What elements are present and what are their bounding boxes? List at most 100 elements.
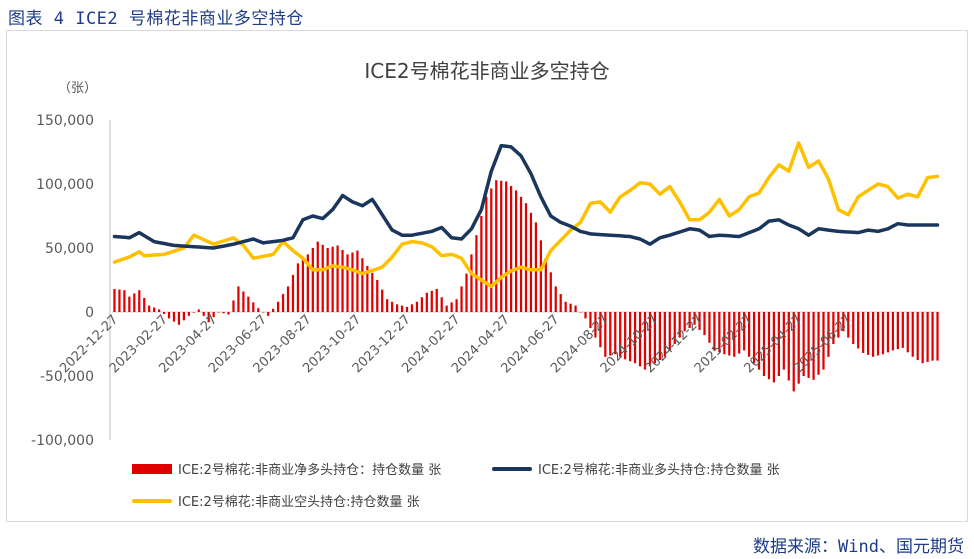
net-bar	[559, 294, 562, 312]
net-bar	[336, 245, 339, 312]
net-bar	[713, 312, 716, 351]
net-bar	[291, 274, 295, 312]
net-bar	[276, 301, 280, 312]
net-bar	[272, 308, 275, 312]
net-bar	[777, 312, 780, 376]
net-bar	[866, 312, 870, 355]
net-bar	[435, 288, 438, 312]
net-bar	[510, 185, 513, 312]
net-bar	[400, 305, 404, 312]
net-bar	[356, 250, 359, 312]
net-bar	[589, 312, 592, 328]
net-bar	[619, 312, 622, 357]
net-bar	[500, 180, 503, 312]
net-bar	[415, 301, 419, 312]
net-bar	[395, 304, 399, 312]
net-bar	[797, 312, 800, 384]
net-bar	[286, 286, 290, 312]
net-bar	[629, 312, 632, 362]
net-bar	[514, 190, 518, 312]
net-bar	[802, 312, 805, 376]
net-bar	[143, 297, 146, 312]
net-bar	[197, 309, 200, 312]
legend-swatch-net	[132, 463, 172, 474]
net-bar	[633, 312, 637, 364]
net-bar	[529, 212, 533, 312]
net-bar	[653, 312, 657, 364]
net-bar	[787, 312, 790, 381]
net-bar	[222, 312, 225, 314]
x-axis: 2022-12-272023-02-272023-04-272023-06-27…	[57, 312, 855, 376]
y-tick-label: 0	[85, 305, 94, 321]
net-bar	[157, 309, 161, 312]
net-bar	[534, 222, 538, 312]
net-bar	[733, 312, 736, 357]
net-bar	[306, 254, 309, 312]
legend-label-net: ICE:2号棉花:非商业净多头持仓：持仓数量 张	[178, 463, 442, 478]
net-bar	[247, 296, 250, 312]
net-bar	[440, 297, 443, 312]
long-position-line	[112, 143, 940, 250]
net-bar	[505, 181, 508, 312]
legend-item-net: ICE:2号棉花:非商业净多头持仓：持仓数量 张	[132, 459, 441, 478]
net-bar	[524, 203, 528, 312]
net-bar	[772, 312, 776, 383]
net-bar	[752, 312, 756, 364]
net-bar	[470, 254, 473, 312]
net-bar	[331, 246, 334, 312]
net-bar	[321, 244, 324, 312]
net-bar	[153, 307, 156, 312]
net-bar	[862, 312, 865, 353]
net-bar	[728, 312, 731, 356]
series-lines	[112, 141, 940, 289]
net-bar	[237, 286, 240, 312]
net-bar	[574, 305, 577, 312]
legend-item-long: ICE:2号棉花:非商业多头持仓:持仓数量 张	[492, 459, 780, 478]
legend-item-short: ICE:2号棉花:非商业空头持仓:持仓数量 张	[132, 491, 420, 510]
net-bar	[162, 312, 166, 314]
y-tick-label: -100,000	[31, 433, 94, 449]
net-bar	[341, 249, 344, 312]
net-bar	[262, 312, 265, 313]
net-bar	[609, 312, 612, 356]
net-bar	[738, 312, 741, 354]
net-bar	[539, 240, 542, 312]
net-bar	[326, 248, 329, 312]
net-bar	[252, 302, 255, 312]
net-bar	[837, 312, 840, 338]
net-bar	[871, 312, 875, 357]
net-bar	[822, 312, 825, 370]
net-bar	[886, 312, 890, 353]
net-bar	[167, 312, 171, 319]
net-bar	[747, 312, 751, 357]
net-bar	[519, 196, 523, 312]
net-bar	[638, 312, 642, 367]
net-bar	[807, 312, 810, 378]
net-bar	[450, 302, 453, 312]
net-bar	[683, 312, 686, 332]
net-bar	[148, 305, 151, 312]
net-bar	[762, 312, 766, 376]
net-bar	[698, 312, 701, 330]
net-bar	[926, 312, 929, 362]
net-bar	[281, 294, 285, 312]
net-bar	[703, 312, 706, 336]
net-bar	[901, 312, 904, 348]
chart-frame	[6, 30, 968, 522]
net-bar	[445, 305, 448, 312]
net-bar	[267, 312, 270, 316]
y-unit-label: （张）	[58, 81, 97, 96]
net-bar	[718, 312, 721, 353]
net-bar	[614, 312, 617, 355]
net-bar	[217, 312, 220, 313]
net-bar	[812, 312, 815, 380]
net-bar	[361, 258, 364, 312]
net-bar	[133, 293, 136, 312]
net-bar	[490, 188, 493, 312]
net-bar	[857, 312, 860, 349]
y-tick-label: 150,000	[36, 113, 94, 129]
legend-swatch-long	[492, 466, 532, 471]
net-bar	[604, 312, 607, 357]
net-bar	[916, 312, 919, 360]
